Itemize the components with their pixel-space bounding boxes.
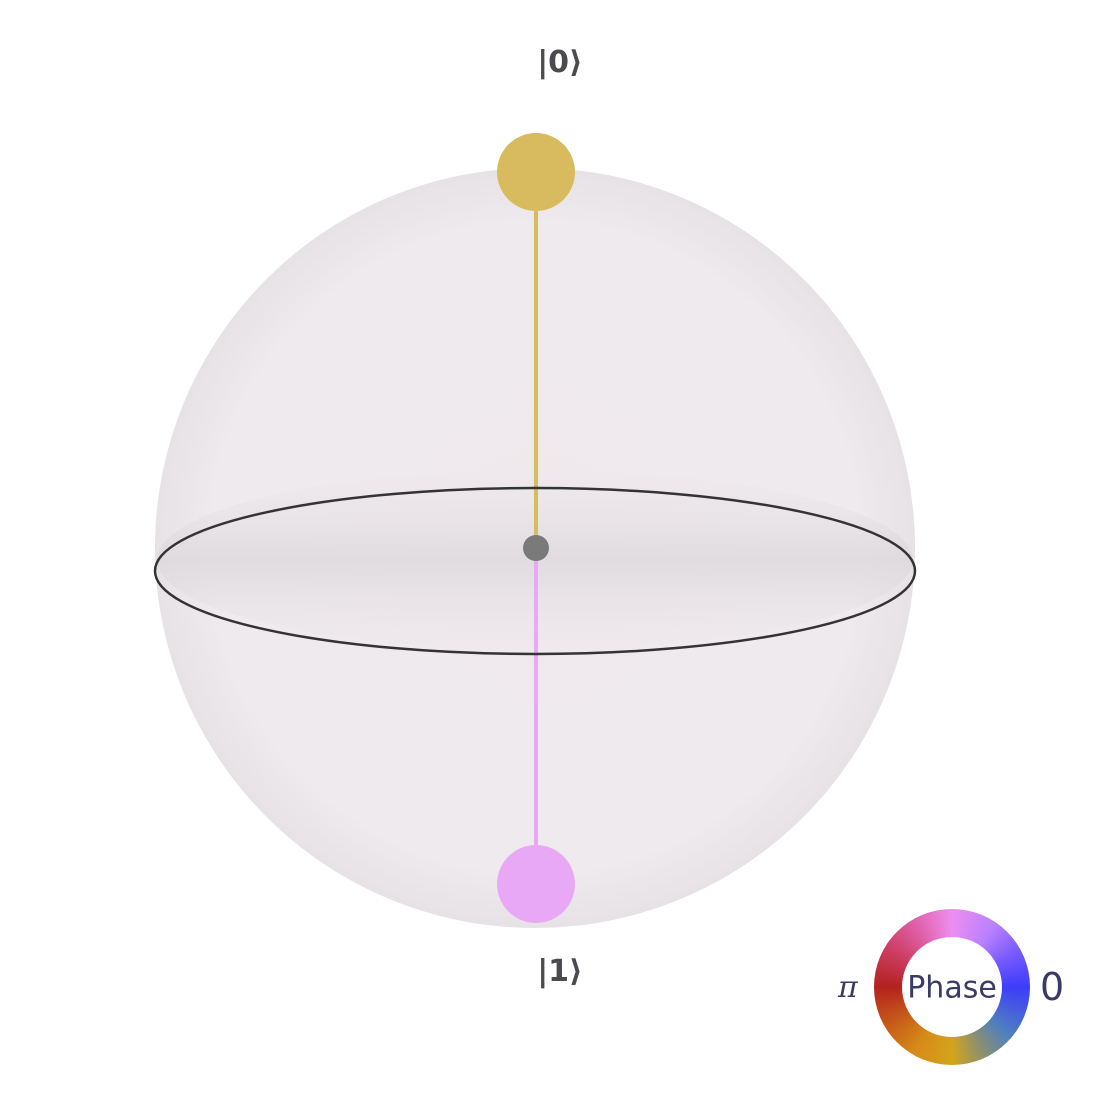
state-0-marker bbox=[497, 133, 575, 211]
phase-legend-title: Phase bbox=[907, 970, 997, 1006]
equator-ring bbox=[153, 486, 917, 656]
phase-color-wheel bbox=[874, 909, 1030, 1065]
center-point bbox=[523, 535, 549, 561]
phase-zero-label: 0 bbox=[1040, 965, 1065, 1009]
state-0-label: |0⟩ bbox=[537, 45, 583, 80]
phase-pi-label: π bbox=[838, 970, 858, 1005]
state-1-marker bbox=[497, 845, 575, 923]
state-1-label: |1⟩ bbox=[537, 954, 583, 989]
